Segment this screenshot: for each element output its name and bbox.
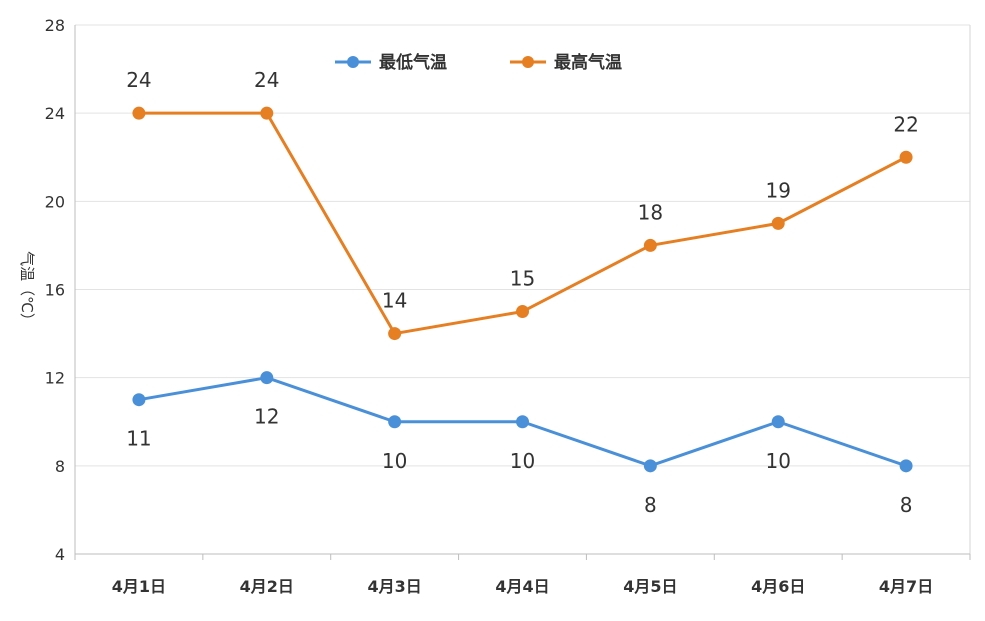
data-point (516, 415, 529, 429)
y-tick-label: 8 (55, 457, 65, 476)
x-tick-label: 4月5日 (623, 577, 677, 596)
data-label: 24 (254, 68, 279, 92)
data-label: 8 (900, 493, 913, 517)
legend-marker (347, 56, 359, 68)
x-tick-label: 4月4日 (495, 577, 549, 596)
data-label: 8 (644, 493, 657, 517)
x-tick-label: 4月2日 (240, 577, 294, 596)
data-label: 10 (382, 449, 407, 473)
x-tick-label: 4月6日 (751, 577, 805, 596)
data-label: 15 (510, 267, 535, 291)
axis-layer: 4 8 12 16 20 24 28 4月1日 4月2日 4月3日 4月4日 4月5日 4月6日 4月7日 (45, 16, 971, 596)
legend-marker (522, 56, 534, 68)
legend-label: 最低气温 (379, 52, 447, 73)
data-label: 11 (126, 427, 151, 451)
data-label: 14 (382, 289, 407, 313)
data-label: 18 (638, 200, 663, 224)
data-point (899, 459, 913, 473)
data-label: 19 (765, 178, 790, 202)
label-layer: 11 12 10 10 8 10 8 24 24 14 15 18 19 22 (126, 68, 919, 517)
data-point (771, 415, 785, 429)
data-label: 10 (765, 449, 790, 473)
data-label: 12 (254, 405, 279, 429)
data-label: 10 (510, 449, 535, 473)
data-point (260, 371, 274, 385)
x-tick-label: 4月7日 (879, 577, 933, 596)
series-layer (132, 106, 913, 473)
y-tick-label: 24 (45, 104, 65, 123)
data-point (260, 106, 274, 120)
y-tick-label: 12 (45, 369, 65, 388)
data-point (771, 216, 785, 230)
y-tick-label: 28 (45, 16, 65, 35)
data-point (132, 106, 146, 120)
data-point (899, 150, 913, 164)
data-label: 24 (126, 68, 151, 92)
data-point (388, 327, 402, 341)
x-tick-label: 4月1日 (112, 577, 166, 596)
legend-label: 最高气温 (554, 52, 622, 73)
y-tick-label: 4 (55, 545, 65, 564)
legend: 最低气温 最高气温 (335, 52, 622, 73)
data-point (516, 305, 529, 319)
data-point (132, 393, 146, 407)
y-tick-label: 20 (45, 192, 65, 211)
x-tick-label: 4月3日 (368, 577, 422, 596)
y-tick-label: 16 (45, 281, 65, 300)
data-point (643, 459, 657, 473)
y-axis-title: 气温（℃） (18, 251, 36, 328)
data-point (388, 415, 402, 429)
data-label: 22 (893, 112, 918, 136)
data-point (643, 238, 657, 252)
